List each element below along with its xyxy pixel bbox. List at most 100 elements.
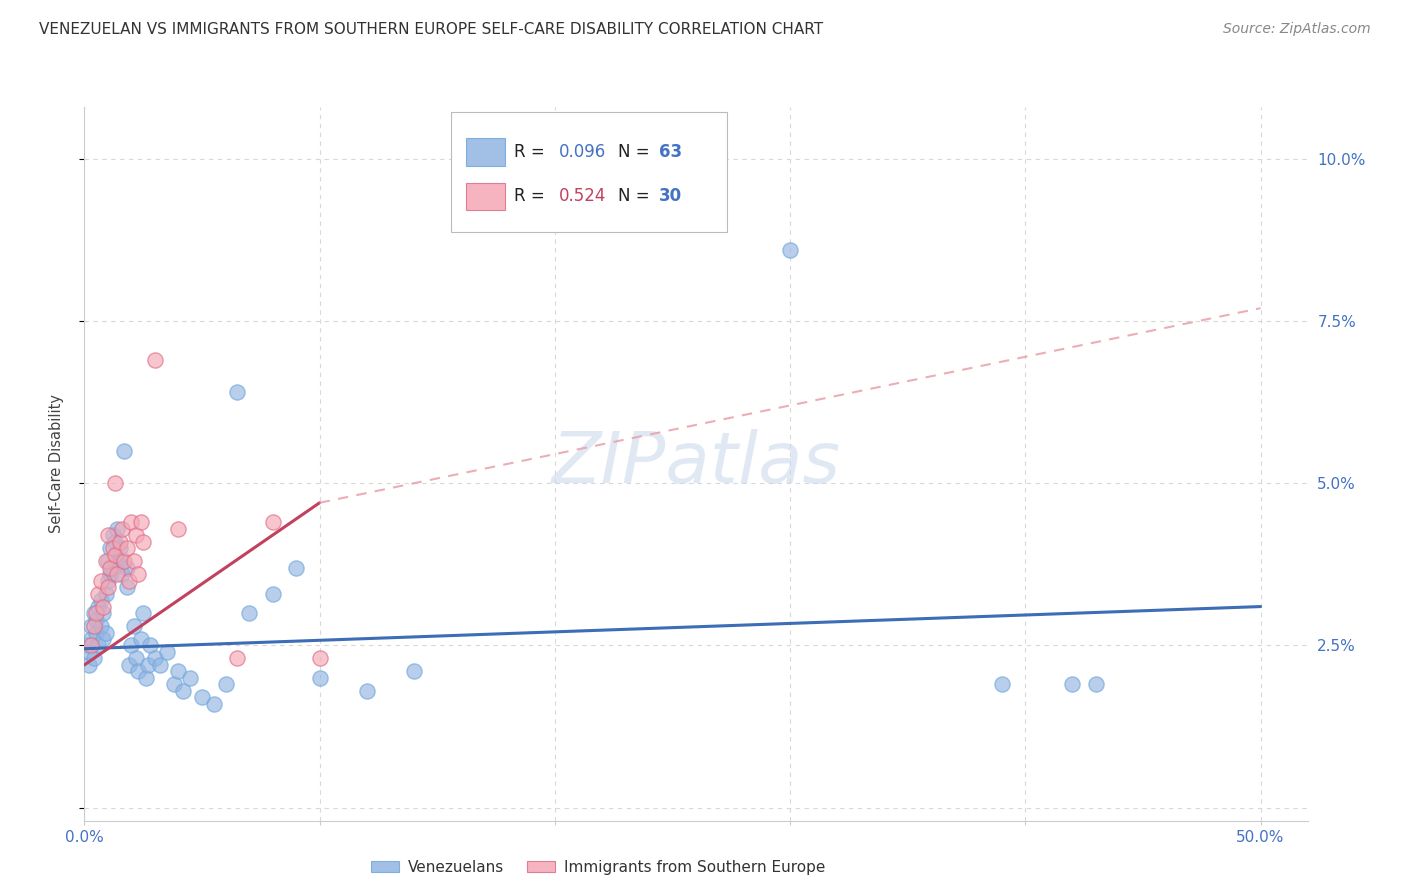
Point (83, 619, 105, 633)
Point (104, 548, 127, 562)
Point (97, 528, 120, 542)
Text: VENEZUELAN VS IMMIGRANTS FROM SOUTHERN EUROPE SELF-CARE DISABILITY CORRELATION C: VENEZUELAN VS IMMIGRANTS FROM SOUTHERN E… (39, 22, 824, 37)
Legend: Venezuelans, Immigrants from Southern Europe: Venezuelans, Immigrants from Southern Eu… (366, 854, 831, 880)
Point (127, 567, 149, 582)
Point (101, 541, 124, 556)
Point (90, 619, 112, 633)
Point (111, 554, 134, 568)
Point (83, 606, 105, 620)
Point (214, 677, 236, 691)
Point (129, 632, 152, 646)
Point (132, 534, 155, 549)
Point (111, 567, 134, 582)
Point (90, 593, 112, 607)
Point (112, 554, 135, 568)
Point (115, 560, 138, 574)
Point (97, 574, 120, 588)
Point (98, 560, 121, 574)
Point (402, 665, 425, 679)
Text: N =: N = (617, 187, 655, 205)
Point (1062, 677, 1084, 691)
Point (115, 580, 138, 594)
Text: 0.096: 0.096 (560, 143, 606, 161)
FancyBboxPatch shape (451, 112, 727, 232)
Point (285, 560, 308, 574)
Point (125, 528, 148, 542)
Text: R =: R = (513, 143, 550, 161)
Point (101, 560, 124, 574)
Point (1084, 677, 1107, 691)
Point (98, 541, 121, 556)
Point (108, 541, 131, 556)
Point (83, 651, 105, 665)
Point (91, 632, 114, 646)
Point (167, 522, 190, 536)
Point (179, 671, 201, 685)
Point (87, 586, 110, 600)
Point (87, 639, 110, 653)
Point (149, 657, 172, 672)
Point (90, 574, 112, 588)
Point (98, 567, 121, 582)
Point (94, 554, 117, 568)
Point (139, 639, 162, 653)
Point (111, 522, 134, 536)
Point (118, 574, 141, 588)
Point (94, 625, 117, 640)
Y-axis label: Self-Care Disability: Self-Care Disability (49, 394, 63, 533)
Point (779, 243, 801, 257)
Point (80, 619, 103, 633)
Point (105, 554, 128, 568)
Point (163, 677, 186, 691)
Point (97, 554, 120, 568)
Point (84, 613, 107, 627)
Point (104, 548, 127, 562)
Point (202, 697, 225, 711)
Text: N =: N = (617, 143, 655, 161)
Point (101, 528, 124, 542)
Point (120, 639, 142, 653)
Point (167, 665, 190, 679)
Text: Source: ZipAtlas.com: Source: ZipAtlas.com (1223, 22, 1371, 37)
Point (226, 385, 249, 400)
Point (122, 619, 145, 633)
Point (91, 606, 114, 620)
Point (135, 671, 157, 685)
Point (77, 657, 100, 672)
Point (84, 625, 107, 640)
Point (262, 586, 284, 600)
FancyBboxPatch shape (465, 138, 505, 166)
Point (77, 645, 100, 659)
Point (122, 554, 145, 568)
Point (97, 580, 120, 594)
Point (125, 651, 148, 665)
Point (136, 657, 159, 672)
Point (76, 639, 98, 653)
Point (80, 632, 103, 646)
Point (94, 586, 117, 600)
Point (308, 671, 330, 685)
Point (191, 690, 214, 705)
Point (120, 515, 142, 529)
Point (262, 515, 284, 529)
Point (156, 645, 179, 659)
Text: 30: 30 (659, 187, 682, 205)
Point (105, 522, 128, 536)
Point (356, 684, 378, 698)
Point (308, 651, 330, 665)
Text: 63: 63 (659, 143, 682, 161)
Point (132, 606, 155, 620)
Point (104, 534, 127, 549)
Text: ZIPatlas: ZIPatlas (551, 429, 841, 499)
Point (143, 353, 166, 368)
Point (143, 651, 166, 665)
FancyBboxPatch shape (465, 183, 505, 210)
Point (108, 534, 131, 549)
Point (104, 476, 127, 491)
Point (991, 677, 1014, 691)
Point (87, 599, 110, 614)
Point (118, 657, 141, 672)
Point (238, 606, 260, 620)
Point (129, 515, 152, 529)
Point (91, 599, 114, 614)
